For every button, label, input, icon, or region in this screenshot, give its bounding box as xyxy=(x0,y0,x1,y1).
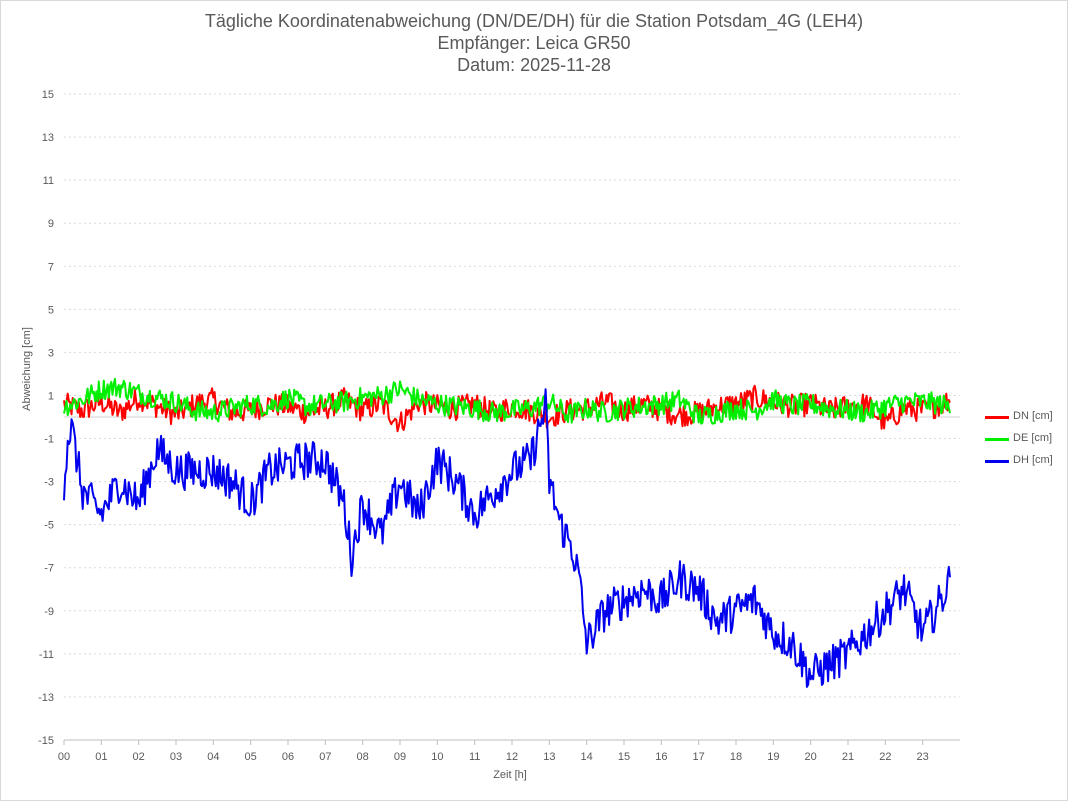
legend-item-de: DE [cm] xyxy=(985,430,1065,452)
x-tick-label: 12 xyxy=(506,751,518,763)
legend-item-dn: DN [cm] xyxy=(985,408,1065,430)
x-tick-label: 23 xyxy=(917,751,929,763)
y-tick-label: 15 xyxy=(42,89,54,101)
x-tick-label: 14 xyxy=(581,751,593,763)
x-axis-title: Zeit [h] xyxy=(493,769,527,781)
x-axis-ticks: 00 01 02 03 04 05 06 07 08 09 10 11 12 13 14 15 16 17 18 19… xyxy=(58,740,929,763)
y-tick-label: -9 xyxy=(44,606,54,618)
y-tick-label: 5 xyxy=(48,304,54,316)
x-tick-label: 03 xyxy=(170,751,182,763)
legend-label-dn: DN [cm] xyxy=(1013,410,1053,422)
x-tick-label: 02 xyxy=(133,751,145,763)
x-tick-label: 06 xyxy=(282,751,294,763)
y-tick-label: -1 xyxy=(44,434,54,446)
y-tick-label: 7 xyxy=(48,261,54,273)
gridlines xyxy=(64,93,960,741)
x-tick-label: 17 xyxy=(693,751,705,763)
x-tick-label: 13 xyxy=(543,751,555,763)
legend-swatch-de xyxy=(985,438,1009,441)
x-tick-label: 22 xyxy=(879,751,891,763)
chart-title-line-3: Datum: 2025-11-28 xyxy=(457,55,611,75)
x-tick-label: 05 xyxy=(245,751,257,763)
legend-swatch-dh xyxy=(985,460,1009,463)
x-tick-label: 15 xyxy=(618,751,630,763)
x-tick-label: 18 xyxy=(730,751,742,763)
legend-label-dh: DH [cm] xyxy=(1013,454,1053,466)
y-tick-label: -5 xyxy=(44,520,54,532)
y-tick-label: 9 xyxy=(48,218,54,230)
y-tick-label: -11 xyxy=(39,649,54,661)
y-tick-label: -3 xyxy=(44,477,54,489)
x-tick-label: 01 xyxy=(95,751,107,763)
legend-item-dh: DH [cm] xyxy=(985,452,1065,474)
x-tick-label: 10 xyxy=(431,751,443,763)
legend: DN [cm] DE [cm] DH [cm] xyxy=(985,408,1065,474)
x-tick-label: 19 xyxy=(767,751,779,763)
x-tick-label: 16 xyxy=(655,751,667,763)
series-line-dh xyxy=(63,388,951,688)
y-axis-ticks: 15 13 11 9 7 5 3 1 -1 -3 -5 -7 -9 -11 -13 -15 xyxy=(38,89,54,747)
x-tick-label: 09 xyxy=(394,751,406,763)
y-tick-label: 13 xyxy=(42,132,54,144)
chart-title-line-1: Tägliche Koordinatenabweichung (DN/DE/DH… xyxy=(204,11,864,31)
y-axis-title: Abweichung [cm] xyxy=(21,327,33,411)
legend-label-de: DE [cm] xyxy=(1013,432,1053,444)
chart-title-line-2: Empfänger: Leica GR50 xyxy=(437,33,631,53)
legend-swatch-dn xyxy=(985,416,1009,419)
y-tick-label: -15 xyxy=(38,735,54,747)
series-line-de xyxy=(63,377,951,425)
y-tick-label: -7 xyxy=(44,563,54,575)
x-tick-label: 21 xyxy=(842,751,854,763)
x-tick-label: 08 xyxy=(357,751,369,763)
y-tick-label: 3 xyxy=(48,347,54,359)
y-tick-label: 1 xyxy=(48,390,54,402)
x-tick-label: 04 xyxy=(207,751,219,763)
x-tick-label: 20 xyxy=(805,751,817,763)
y-tick-label: -13 xyxy=(38,692,54,704)
series-lines xyxy=(63,377,951,688)
y-tick-label: 11 xyxy=(43,175,54,187)
x-tick-label: 11 xyxy=(469,751,480,763)
x-tick-label: 07 xyxy=(319,751,331,763)
x-tick-label: 00 xyxy=(58,751,70,763)
chart-title: Tägliche Koordinatenabweichung (DN/DE/DH… xyxy=(0,10,1068,76)
